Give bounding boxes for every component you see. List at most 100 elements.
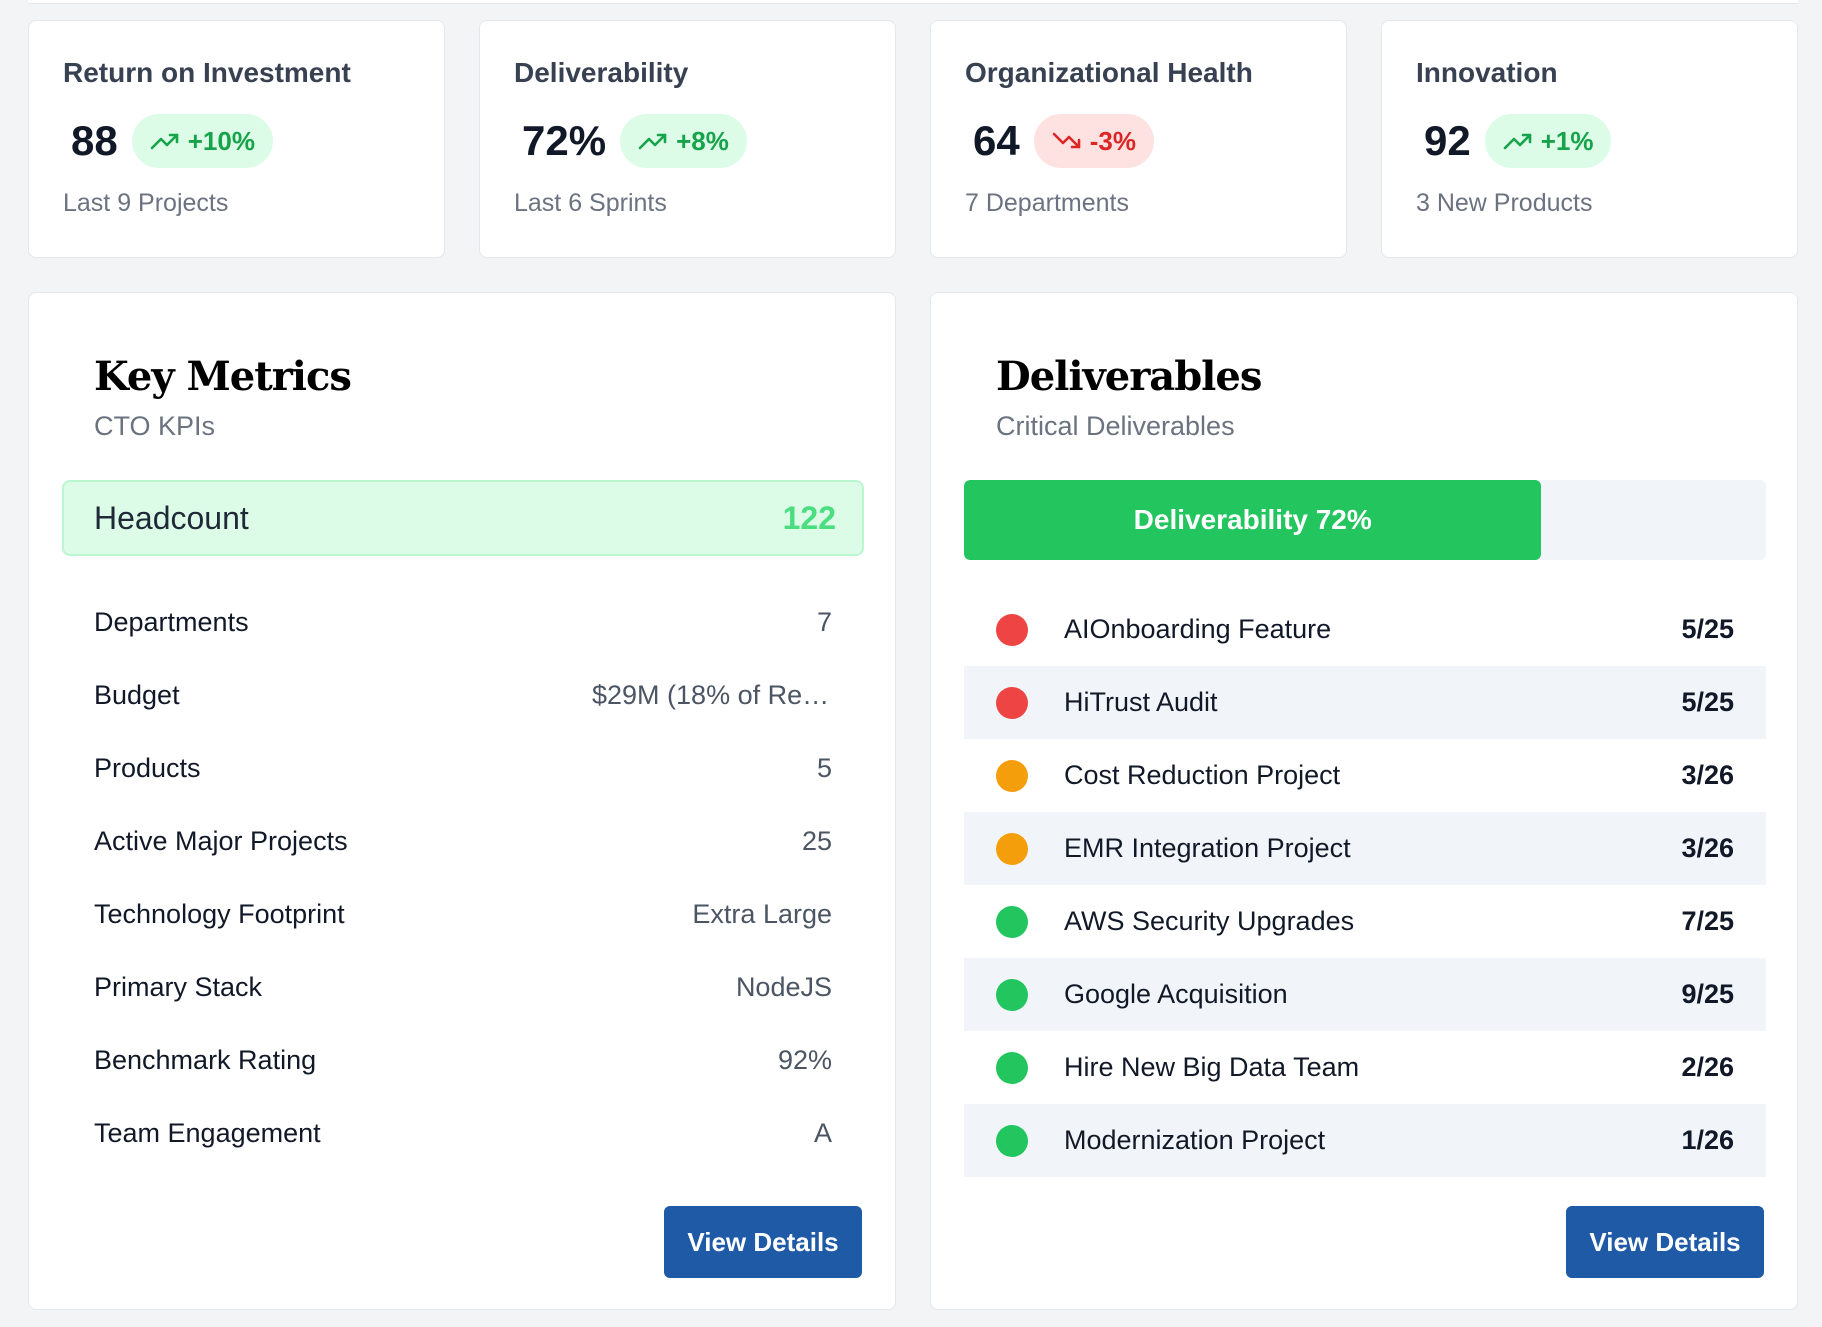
metric-row: Primary Stack NodeJS — [62, 951, 864, 1024]
panel-subtitle: Critical Deliverables — [996, 411, 1235, 441]
metrics-list: Departments 7 Budget $29M (18% of Revenu… — [62, 586, 864, 1170]
metric-label: Products — [94, 753, 201, 783]
status-dot-icon — [996, 1051, 1028, 1084]
metric-label: Active Major Projects — [94, 826, 348, 856]
metric-label: Budget — [94, 680, 180, 710]
deliverables-panel: Deliverables Critical Deliverables Deliv… — [930, 292, 1798, 1310]
metric-value: 92% — [777, 1045, 832, 1075]
deliverable-name: Cost Reduction Project — [1064, 760, 1341, 790]
deliverable-date: 9/25 — [1681, 979, 1734, 1009]
key-metrics-panel: Key Metrics CTO KPIs Headcount 122 Depar… — [28, 292, 896, 1310]
kpi-title: Innovation — [1416, 57, 1558, 88]
deliverable-name: EMR Integration Project — [1064, 833, 1351, 863]
metric-label: Team Engagement — [94, 1118, 321, 1148]
metric-value: 25 — [801, 826, 832, 856]
trending-up-icon — [150, 133, 179, 150]
metric-row: Benchmark Rating 92% — [62, 1024, 864, 1097]
trend-value: -3% — [1089, 125, 1136, 156]
trending-up-icon — [638, 133, 667, 150]
kpi-row: Return on Investment 88 +10% Last 9 Proj… — [28, 20, 1798, 258]
view-details-button[interactable]: View Details — [664, 1206, 862, 1278]
deliverable-name: Hire New Big Data Team — [1064, 1052, 1360, 1082]
deliverability-progress-bar: Deliverability 72% — [964, 480, 1766, 560]
kpi-subtext: 3 New Products — [1416, 189, 1593, 217]
trending-up-icon — [1503, 133, 1532, 150]
kpi-subtext: Last 6 Sprints — [514, 189, 667, 217]
status-dot-icon — [996, 686, 1028, 719]
metric-value: A — [813, 1118, 832, 1148]
panel-title: Deliverables — [996, 353, 1262, 400]
metric-row: Technology Footprint Extra Large — [62, 878, 864, 951]
metric-value: 7 — [816, 607, 832, 637]
metric-label: Benchmark Rating — [94, 1045, 317, 1075]
trend-value: +8% — [676, 125, 729, 156]
trend-value: +10% — [187, 125, 255, 156]
kpi-value: 92 — [1424, 117, 1471, 164]
deliverable-name: HiTrust Audit — [1064, 687, 1218, 717]
metric-value: $29M (18% of Revenue) — [592, 680, 832, 710]
view-details-button[interactable]: View Details — [1566, 1206, 1764, 1278]
kpi-value: 72% — [522, 117, 607, 164]
status-dot-icon — [996, 759, 1028, 792]
kpi-card-deliverability[interactable]: Deliverability 72% +8% Last 6 Sprints — [479, 20, 896, 258]
trend-badge: +8% — [620, 114, 747, 168]
trending-down-icon — [1052, 132, 1081, 149]
metric-value: NodeJS — [735, 972, 832, 1002]
deliverable-date: 3/26 — [1681, 833, 1734, 863]
kpi-subtext: Last 9 Projects — [63, 189, 229, 217]
list-item[interactable]: Modernization Project 1/26 — [964, 1104, 1766, 1177]
kpi-card-organizational-health[interactable]: Organizational Health 64 -3% 7 Departmen… — [930, 20, 1347, 258]
metric-row: Departments 7 — [62, 586, 864, 659]
list-item[interactable]: AWS Security Upgrades 7/25 — [964, 885, 1766, 958]
deliverable-name: AWS Security Upgrades — [1064, 906, 1355, 936]
metric-row: Budget $29M (18% of Revenue) — [62, 659, 864, 732]
headcount-value: 122 — [782, 499, 836, 536]
deliverable-date: 7/25 — [1681, 906, 1734, 936]
deliverables-list: AIOnboarding Feature 5/25 HiTrust Audit … — [964, 593, 1766, 1177]
deliverable-name: AIOnboarding Feature — [1064, 614, 1332, 644]
deliverable-name: Modernization Project — [1064, 1125, 1326, 1155]
metric-row: Team Engagement A — [62, 1097, 864, 1170]
list-item[interactable]: Hire New Big Data Team 2/26 — [964, 1031, 1766, 1104]
top-strip — [28, 0, 1798, 4]
status-dot-icon — [996, 613, 1028, 646]
deliverable-date: 2/26 — [1681, 1052, 1734, 1082]
status-dot-icon — [996, 1124, 1028, 1157]
kpi-title: Organizational Health — [965, 57, 1253, 88]
deliverable-name: Google Acquisition — [1064, 979, 1288, 1009]
deliverable-date: 5/25 — [1681, 614, 1734, 644]
metric-value: 5 — [816, 753, 832, 783]
progress-fill: Deliverability 72% — [964, 480, 1542, 560]
trend-badge: +1% — [1484, 114, 1612, 168]
deliverable-date: 1/26 — [1681, 1125, 1734, 1155]
trend-badge: -3% — [1033, 114, 1154, 168]
list-item[interactable]: HiTrust Audit 5/25 — [964, 666, 1766, 739]
metric-row: Products 5 — [62, 732, 864, 805]
list-item[interactable]: Google Acquisition 9/25 — [964, 958, 1766, 1031]
status-dot-icon — [996, 905, 1028, 938]
deliverable-date: 3/26 — [1681, 760, 1734, 790]
trend-badge: +10% — [131, 114, 273, 168]
kpi-value: 64 — [973, 117, 1020, 164]
list-item[interactable]: Cost Reduction Project 3/26 — [964, 739, 1766, 812]
list-item[interactable]: EMR Integration Project 3/26 — [964, 812, 1766, 885]
panel-subtitle: CTO KPIs — [94, 411, 216, 441]
panel-title: Key Metrics — [94, 353, 352, 400]
deliverable-date: 5/25 — [1681, 687, 1734, 717]
headcount-label: Headcount — [94, 499, 249, 536]
list-item[interactable]: AIOnboarding Feature 5/25 — [964, 593, 1766, 666]
kpi-value: 88 — [71, 117, 118, 164]
metric-label: Technology Footprint — [94, 899, 345, 929]
metric-label: Primary Stack — [94, 972, 263, 1002]
headcount-highlight: Headcount 122 — [62, 480, 864, 556]
status-dot-icon — [996, 832, 1028, 865]
kpi-card-roi[interactable]: Return on Investment 88 +10% Last 9 Proj… — [28, 20, 445, 258]
kpi-subtext: 7 Departments — [965, 189, 1129, 217]
metric-value: Extra Large — [692, 899, 832, 929]
status-dot-icon — [996, 978, 1028, 1011]
metric-row: Active Major Projects 25 — [62, 805, 864, 878]
metric-label: Departments — [94, 607, 249, 637]
trend-value: +1% — [1540, 125, 1594, 156]
kpi-card-innovation[interactable]: Innovation 92 +1% 3 New Products — [1381, 20, 1798, 258]
kpi-title: Return on Investment — [63, 57, 351, 88]
